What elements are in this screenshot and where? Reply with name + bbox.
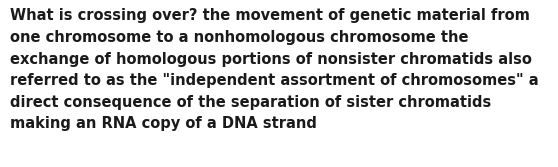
Text: What is crossing over? the movement of genetic material from
one chromosome to a: What is crossing over? the movement of g… [10,8,538,131]
